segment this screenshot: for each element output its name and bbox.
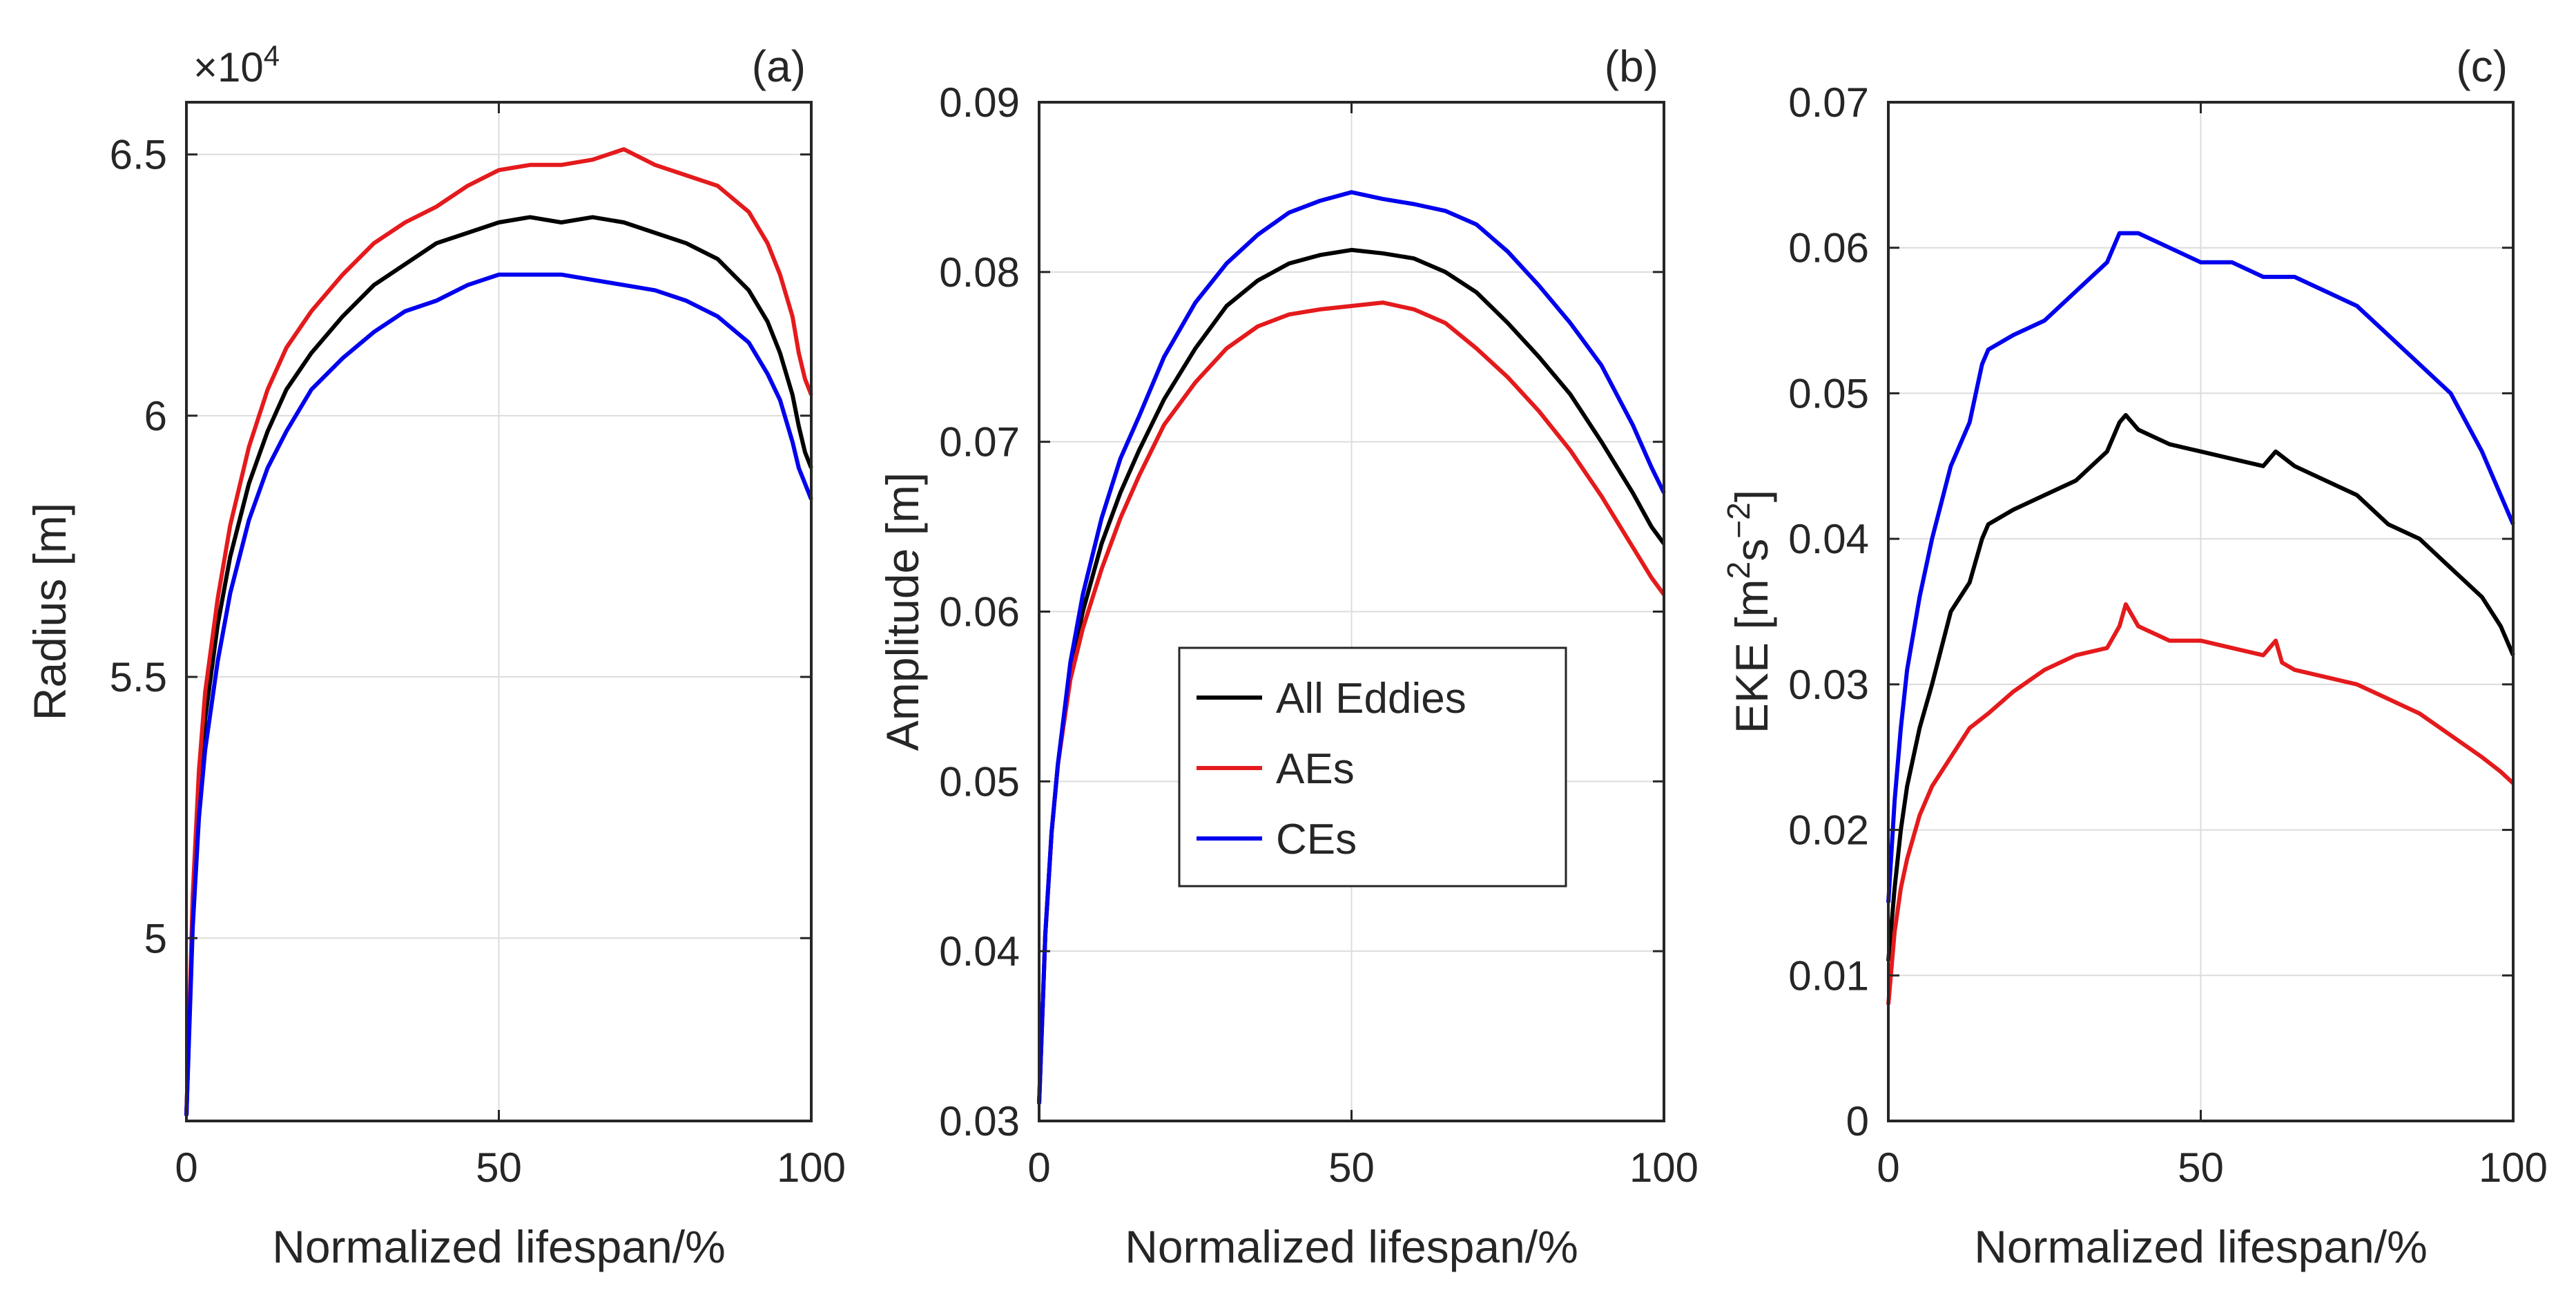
panel-c-ticks: 0 50 100 0 0.01 0.02 0.03 0.04 0.05 0.06 0.07: [1788, 79, 2548, 1191]
panel-b-ylabel: Amplitude [m]: [877, 472, 928, 751]
panel-b-amplitude: 0 50 100 0.03 0.04 0.05 0.06 0.07 0.08 0.09 (b) N…: [877, 41, 1698, 1272]
panel-a-ytick-label: 5.5: [110, 654, 167, 700]
panel-b-label: (b): [1605, 41, 1658, 91]
panel-b-series-aes: [1037, 300, 1666, 1104]
panel-c-ytick-label: 0: [1846, 1098, 1869, 1144]
panel-c-ylabel-sup2: −2: [1721, 502, 1756, 538]
panel-b-ytick-label: 0.07: [939, 419, 1020, 466]
panel-c-ytick-label: 0.03: [1788, 662, 1869, 708]
panel-b-ytick-label: 0.09: [939, 79, 1020, 126]
panel-b-series-ces: [1037, 190, 1666, 1104]
panel-a-ytick-label: 6.5: [110, 132, 167, 178]
panel-b-ytick-label: 0.05: [939, 758, 1020, 805]
panel-b-xtick-label: 0: [1027, 1144, 1050, 1191]
panel-c-series: [1886, 231, 2515, 1005]
panel-c-series-aes: [1886, 602, 2515, 1005]
panel-c-ytick-label: 0.01: [1788, 952, 1869, 999]
panel-c-ytick-label: 0.04: [1788, 516, 1869, 562]
panel-a-series: [184, 147, 813, 1116]
panel-c-ytick-label: 0.02: [1788, 807, 1869, 854]
panel-c-series-ces: [1886, 231, 2515, 903]
panel-b-ytick-label: 0.04: [939, 928, 1020, 975]
panel-c-ylabel-sup1: 2: [1721, 562, 1756, 579]
panel-a-ytick-label: 5: [144, 915, 167, 961]
panel-b-ytick-label: 0.06: [939, 589, 1020, 635]
panel-b-xtick-label: 50: [1328, 1144, 1375, 1191]
panel-a-radius: 0 50 100 5 5.5 6 6.5 (a) Normalized lifespan/%…: [24, 39, 846, 1273]
panel-a-exponent-power: 4: [264, 39, 280, 72]
panel-b-xlabel: Normalized lifespan/%: [1125, 1221, 1578, 1272]
panel-c-ytick-label: 0.07: [1788, 79, 1869, 126]
panel-a-series-all-eddies: [184, 215, 813, 1116]
panel-a-exponent-base: ×10: [193, 44, 264, 90]
panel-c-ytick-label: 0.05: [1788, 370, 1869, 416]
panel-b-ticks: 0 50 100 0.03 0.04 0.05 0.06 0.07 0.08 0.09: [939, 79, 1698, 1191]
panel-b-series: [1037, 190, 1666, 1104]
panel-c-xlabel: Normalized lifespan/%: [1974, 1221, 2428, 1272]
legend-label-ces: CEs: [1276, 816, 1357, 863]
panel-c-ylabel: EKE [m2s−2]: [1721, 490, 1777, 734]
panel-a-ylabel: Radius [m]: [24, 503, 75, 720]
panel-b-xtick-label: 100: [1629, 1144, 1698, 1191]
panel-a-xtick-label: 0: [175, 1144, 197, 1191]
panel-a-series-aes: [184, 147, 813, 1116]
panel-c-ytick-label: 0.06: [1788, 225, 1869, 271]
panel-c-label: (c): [2456, 41, 2508, 91]
legend: All Eddies AEs CEs: [1178, 646, 1567, 888]
panel-b-ytick-label: 0.08: [939, 249, 1020, 296]
panel-c-ylabel-end: ]: [1726, 490, 1777, 502]
panel-c-xtick-label: 0: [1877, 1144, 1899, 1191]
legend-label-all-eddies: All Eddies: [1276, 675, 1466, 722]
panel-a-xtick-label: 100: [777, 1144, 846, 1191]
panel-b-ytick-label: 0.03: [939, 1098, 1020, 1144]
panel-c-ylabel-mid: s: [1726, 539, 1777, 562]
panel-c-xtick-label: 50: [2178, 1144, 2224, 1191]
panel-c-xtick-label: 100: [2479, 1144, 2548, 1191]
panel-a-series-ces: [184, 272, 813, 1116]
panel-c-ylabel-base: EKE [m: [1726, 579, 1777, 734]
panel-a-exponent: ×104: [193, 39, 280, 91]
panel-a-xlabel: Normalized lifespan/%: [272, 1221, 726, 1272]
panel-a-label: (a): [752, 41, 806, 91]
panel-a-ytick-label: 6: [144, 393, 167, 439]
panel-a-xtick-label: 50: [476, 1144, 522, 1191]
legend-label-aes: AEs: [1276, 745, 1355, 793]
panel-a-ticks: 0 50 100 5 5.5 6 6.5: [110, 102, 846, 1191]
panel-c-series-all-eddies: [1886, 413, 2515, 961]
